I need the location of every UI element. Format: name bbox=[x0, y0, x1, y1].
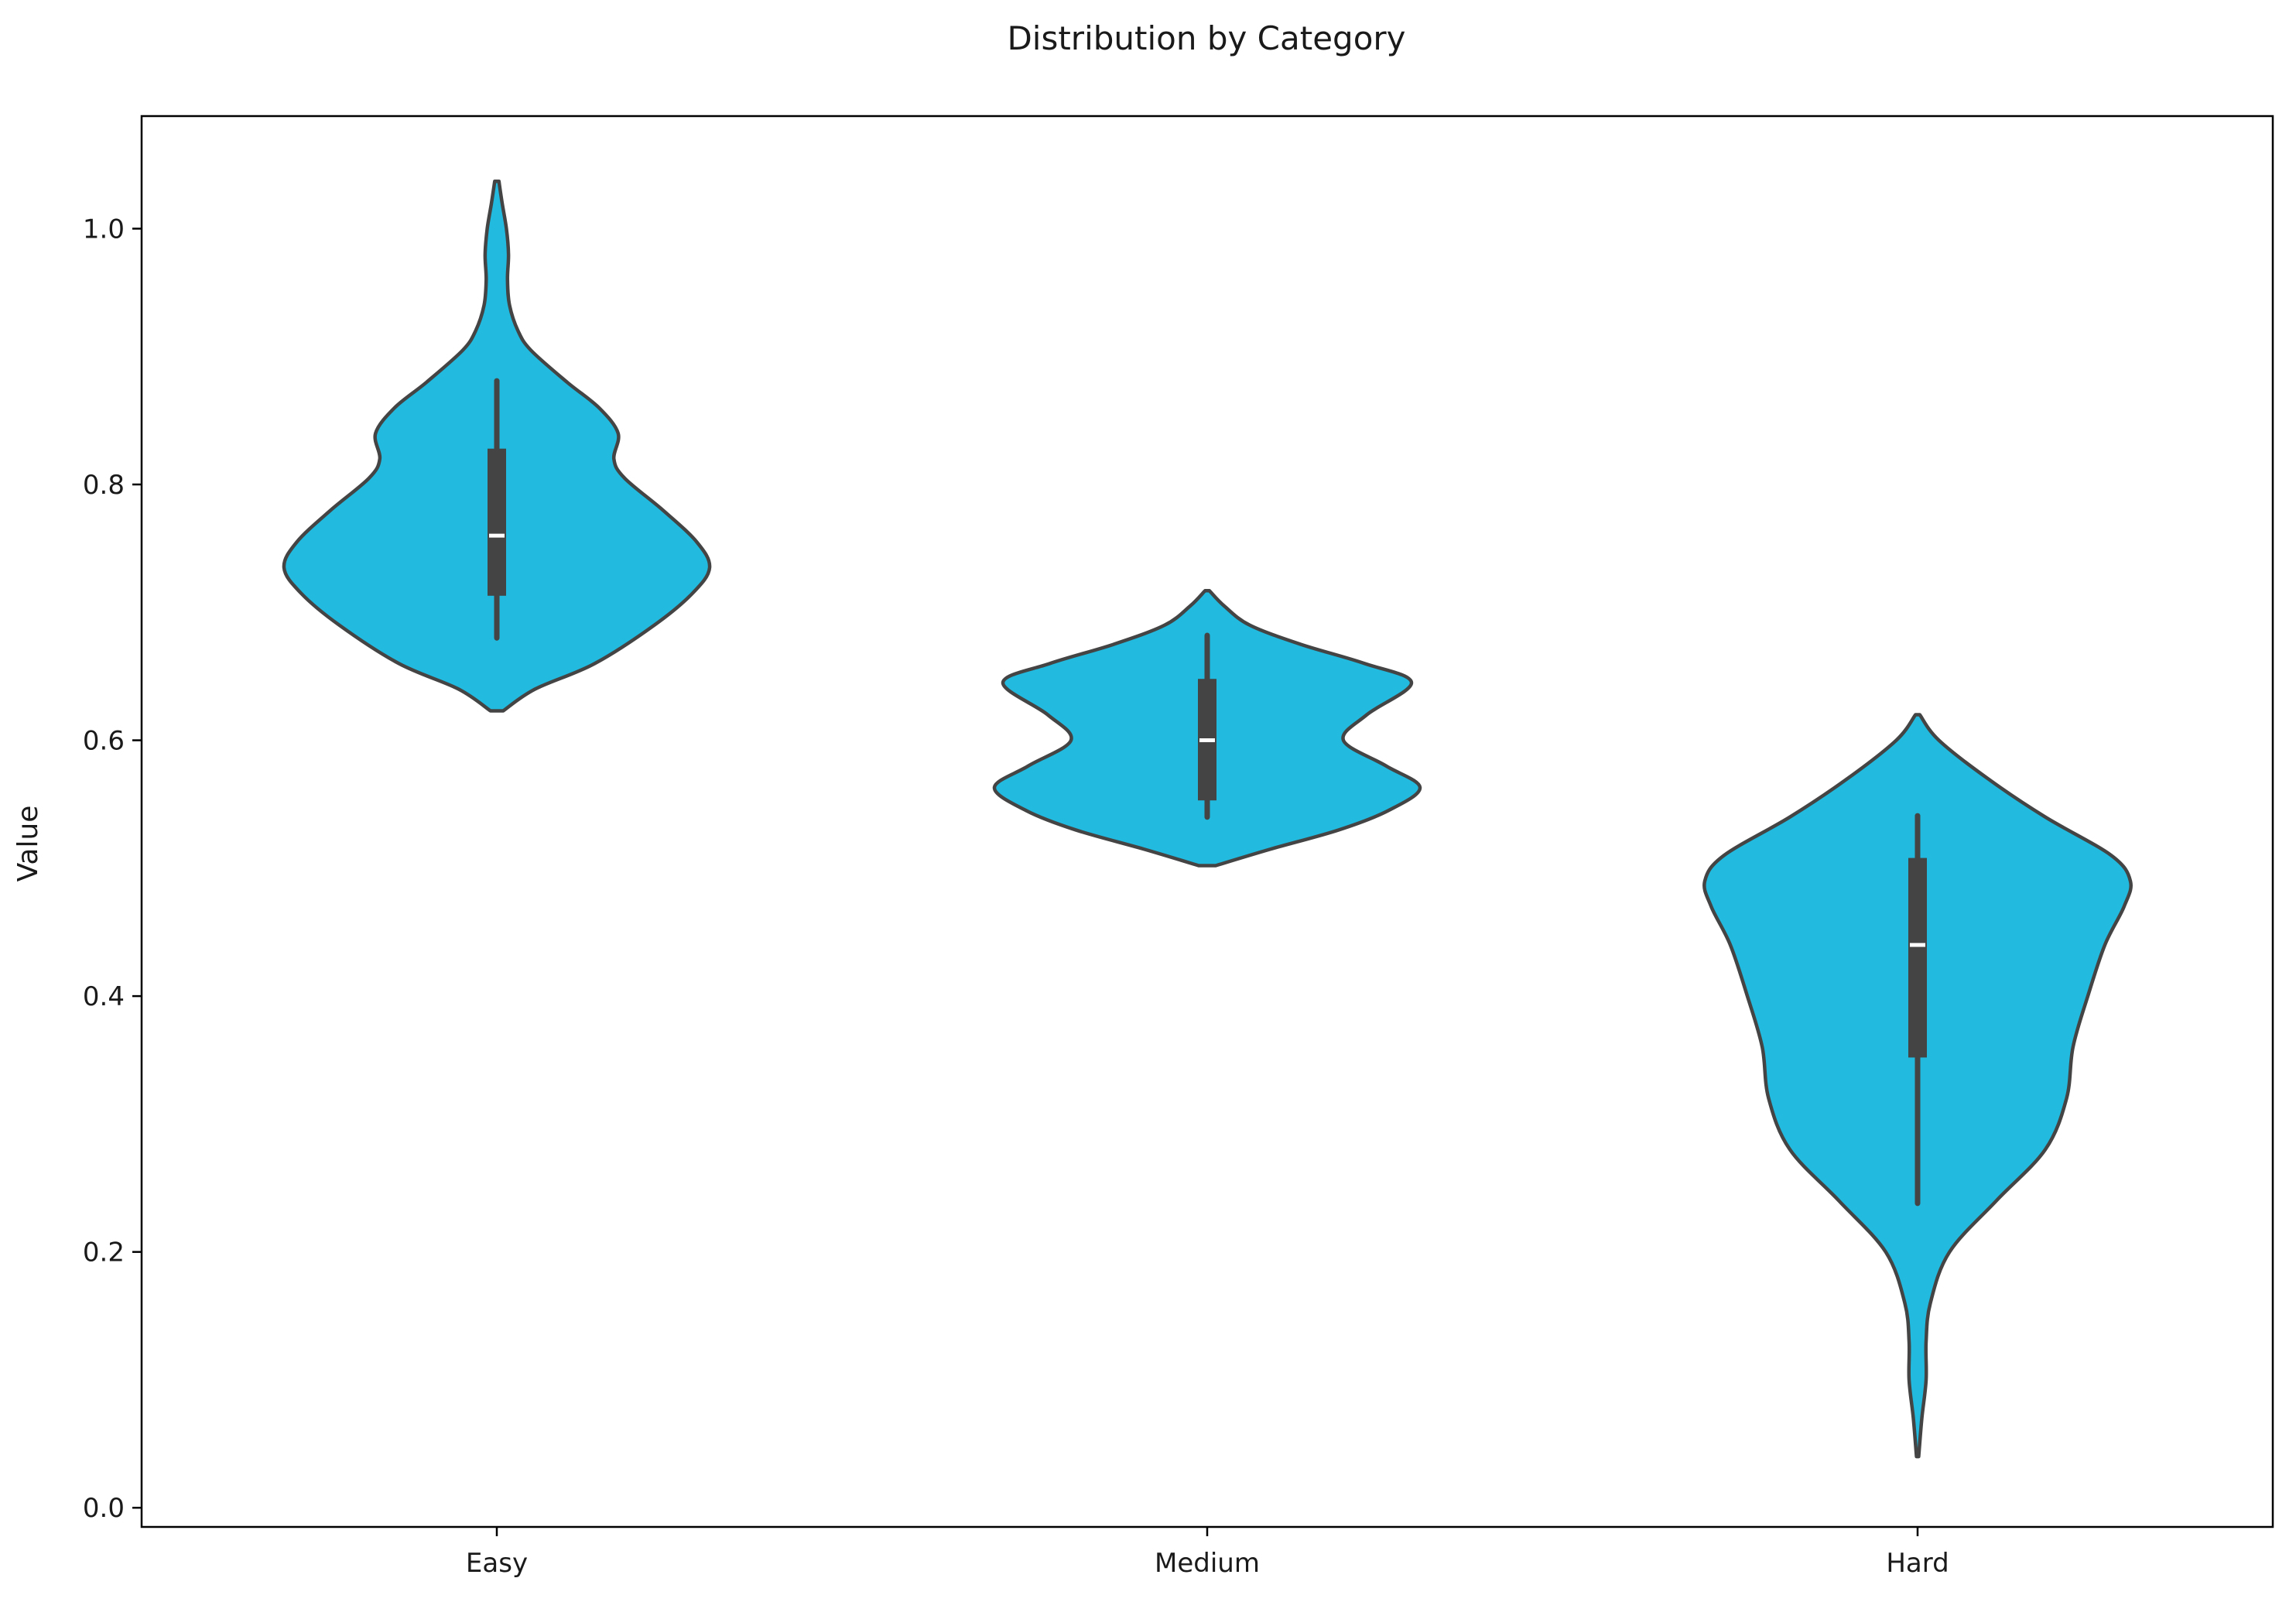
iqr-box-easy bbox=[488, 448, 506, 596]
y-tick-label: 0.2 bbox=[83, 1237, 125, 1268]
y-tick-label: 0.4 bbox=[83, 981, 125, 1012]
y-tick-label: 0.0 bbox=[83, 1493, 125, 1524]
x-tick-label-medium: Medium bbox=[1155, 1548, 1260, 1579]
x-tick-label-hard: Hard bbox=[1886, 1548, 1949, 1579]
iqr-box-hard bbox=[1908, 857, 1927, 1058]
y-tick-label: 0.6 bbox=[83, 726, 125, 757]
y-axis-label: Value bbox=[12, 806, 44, 882]
y-tick-label: 0.8 bbox=[83, 470, 125, 501]
axes: 0.0 0.2 0.4 0.6 0.8 1.0 Easy Medium Hard bbox=[83, 115, 2274, 1579]
plot-area bbox=[282, 180, 2133, 1459]
chart-title: Distribution by Category bbox=[1007, 19, 1405, 57]
x-tick-label-easy: Easy bbox=[466, 1548, 528, 1579]
y-tick-label: 1.0 bbox=[83, 214, 125, 245]
